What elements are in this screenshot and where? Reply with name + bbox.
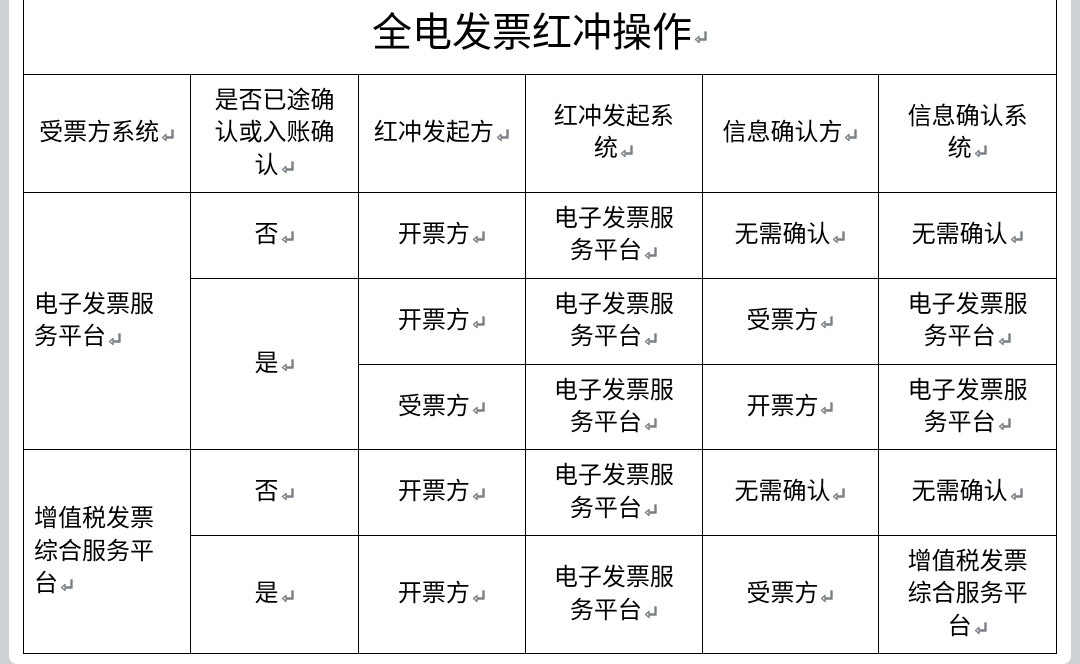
- recipient-system-cell: 电子发票服务平台: [24, 192, 191, 449]
- confirm-party-cell: 无需确认: [702, 192, 879, 278]
- column-header: 红冲发起系统: [526, 74, 703, 192]
- paragraph-mark-icon: [644, 417, 658, 431]
- confirmed-cell: 是: [191, 536, 358, 654]
- confirm-party-cell: 无需确认: [702, 450, 879, 536]
- init-system-cell: 电子发票服务平台: [526, 192, 703, 278]
- confirmed-cell: 否: [191, 192, 358, 278]
- confirm-system-cell: 电子发票服务平台: [879, 364, 1057, 450]
- paragraph-mark-icon: [974, 144, 988, 158]
- confirm-system-cell: 增值税发票综合服务平台: [879, 536, 1057, 654]
- paragraph-mark-icon: [820, 401, 834, 415]
- paragraph-mark-icon: [694, 30, 708, 44]
- paragraph-mark-icon: [644, 503, 658, 517]
- paragraph-mark-icon: [60, 578, 74, 592]
- paragraph-mark-icon: [281, 589, 295, 603]
- paragraph-mark-icon: [472, 401, 486, 415]
- paragraph-mark-icon: [281, 358, 295, 372]
- column-header: 信息确认方: [702, 74, 879, 192]
- paragraph-mark-icon: [1010, 487, 1024, 501]
- paragraph-mark-icon: [472, 315, 486, 329]
- init-system-cell: 电子发票服务平台: [526, 364, 703, 450]
- initiator-cell: 开票方: [358, 450, 525, 536]
- init-system-cell: 电子发票服务平台: [526, 450, 703, 536]
- paragraph-mark-icon: [496, 128, 510, 142]
- column-header: 信息确认系统: [879, 74, 1057, 192]
- paragraph-mark-icon: [820, 589, 834, 603]
- init-system-cell: 电子发票服务平台: [526, 278, 703, 364]
- confirm-party-cell: 受票方: [702, 536, 879, 654]
- initiator-cell: 开票方: [358, 536, 525, 654]
- paragraph-mark-icon: [281, 160, 295, 174]
- initiator-cell: 受票方: [358, 364, 525, 450]
- paragraph-mark-icon: [620, 144, 634, 158]
- paragraph-mark-icon: [472, 230, 486, 244]
- paragraph-mark-icon: [108, 332, 122, 346]
- paragraph-mark-icon: [974, 621, 988, 635]
- column-header: 是否已途确认或入账确认: [191, 74, 358, 192]
- confirm-system-cell: 无需确认: [879, 450, 1057, 536]
- column-header: 红冲发起方: [358, 74, 525, 192]
- recipient-system-cell: 增值税发票综合服务平台: [24, 450, 191, 654]
- page-card: 全电发票红冲操作受票方系统是否已途确认或入账确认红冲发起方红冲发起系统信息确认方…: [9, 0, 1071, 664]
- initiator-cell: 开票方: [358, 192, 525, 278]
- paragraph-mark-icon: [832, 487, 846, 501]
- paragraph-mark-icon: [998, 417, 1012, 431]
- confirm-party-cell: 开票方: [702, 364, 879, 450]
- paragraph-mark-icon: [832, 230, 846, 244]
- paragraph-mark-icon: [644, 605, 658, 619]
- paragraph-mark-icon: [820, 315, 834, 329]
- confirm-party-cell: 受票方: [702, 278, 879, 364]
- paragraph-mark-icon: [1010, 230, 1024, 244]
- confirm-system-cell: 无需确认: [879, 192, 1057, 278]
- init-system-cell: 电子发票服务平台: [526, 536, 703, 654]
- invoice-red-reverse-table: 全电发票红冲操作受票方系统是否已途确认或入账确认红冲发起方红冲发起系统信息确认方…: [23, 0, 1057, 654]
- paragraph-mark-icon: [281, 487, 295, 501]
- confirmed-cell: 否: [191, 450, 358, 536]
- paragraph-mark-icon: [161, 128, 175, 142]
- paragraph-mark-icon: [472, 589, 486, 603]
- paragraph-mark-icon: [998, 332, 1012, 346]
- paragraph-mark-icon: [844, 128, 858, 142]
- initiator-cell: 开票方: [358, 278, 525, 364]
- paragraph-mark-icon: [281, 230, 295, 244]
- column-header: 受票方系统: [24, 74, 191, 192]
- confirm-system-cell: 电子发票服务平台: [879, 278, 1057, 364]
- table-title: 全电发票红冲操作: [24, 0, 1057, 74]
- paragraph-mark-icon: [472, 487, 486, 501]
- confirmed-cell: 是: [191, 278, 358, 450]
- paragraph-mark-icon: [644, 332, 658, 346]
- paragraph-mark-icon: [644, 246, 658, 260]
